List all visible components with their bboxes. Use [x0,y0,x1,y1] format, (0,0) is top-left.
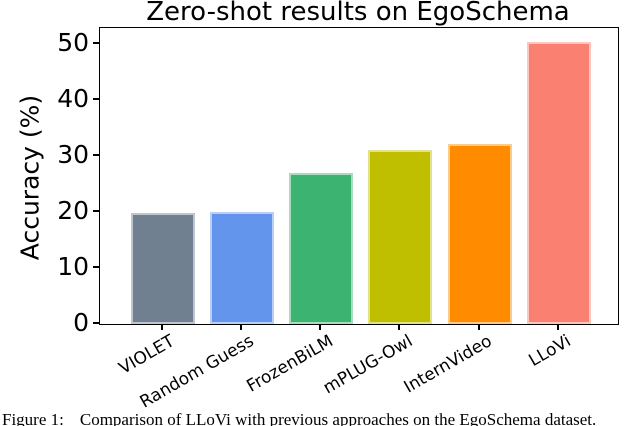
bar-llovi [527,42,591,324]
y-tick-label-20: 20 [57,196,89,225]
y-axis-label: Accuracy (%) [15,94,45,261]
chart-title: Zero-shot results on EgoSchema [146,0,570,27]
y-tick-label-50: 50 [57,28,89,57]
bar-internvideo [447,144,512,324]
y-tick-label-40: 40 [57,84,89,113]
bar-violet [130,213,195,324]
x-tick-mark [477,325,480,330]
figure-caption: Figure 1: Comparison of LLoVi with previo… [2,410,630,426]
x-tick-label-llovi: LLoVi [525,331,575,371]
figure-caption-label: Figure 1: [2,410,64,426]
y-tick-label-30: 30 [57,140,89,169]
x-tick-label-violet: VIOLET [115,331,178,379]
plot-area [99,27,619,325]
bar-random-guess [209,212,274,324]
y-tick-mark [93,154,99,156]
figure-caption-text: Comparison of LLoVi with previous approa… [79,410,597,426]
x-tick-mark [319,325,322,330]
bar-mplug-owl [368,149,433,324]
x-tick-mark [557,325,559,330]
y-tick-label-0: 0 [73,308,89,337]
y-tick-mark [93,210,99,212]
y-tick-mark [93,322,99,324]
x-tick-mark [239,325,242,330]
bar-frozenbilm [289,173,354,324]
y-tick-label-10: 10 [57,252,89,281]
y-tick-mark [93,98,99,100]
x-tick-mark [398,325,401,330]
y-tick-mark [93,266,99,268]
x-tick-label-mplug-owl: mPLUG-Owl [319,331,416,399]
x-tick-label-internvideo: InternVideo [400,331,496,398]
y-tick-mark [93,42,99,44]
x-tick-mark [160,325,163,330]
